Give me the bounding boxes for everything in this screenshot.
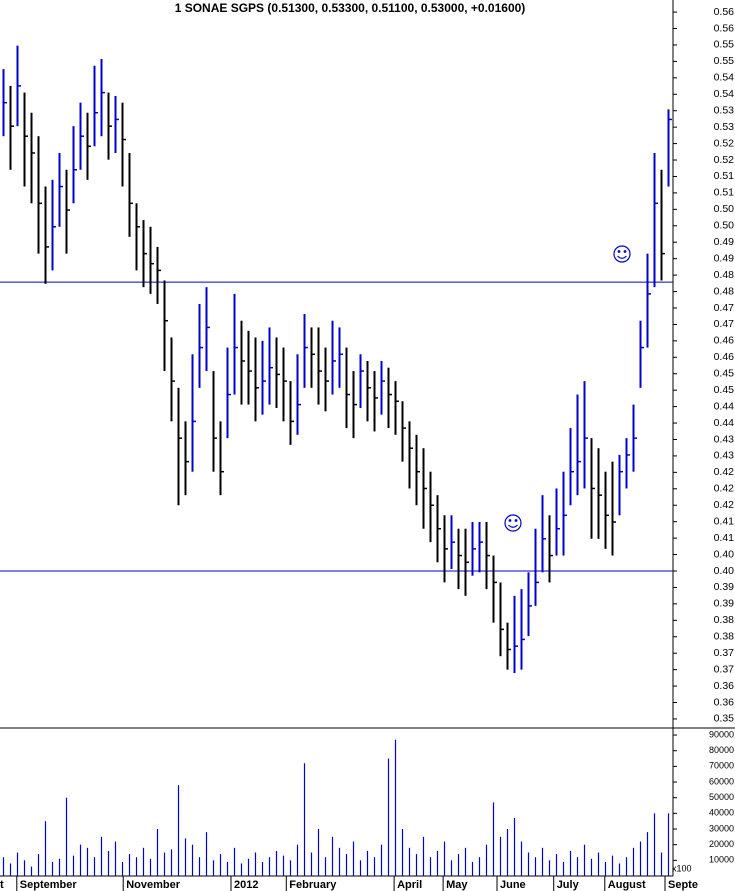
y-tick-label: 0.56 (714, 22, 735, 34)
volume-unit: x100 (672, 863, 692, 873)
y-tick-label: 0.41 (714, 532, 735, 544)
x-tick-label: April (397, 879, 422, 891)
y-tick-label: 0.53 (714, 104, 735, 116)
y-tick-label: 0.35 (714, 713, 735, 725)
volume-tick-label: 80000 (709, 745, 734, 755)
y-tick-label: 0.38 (714, 614, 735, 626)
x-tick-label: August (608, 879, 646, 891)
y-tick-label: 0.42 (714, 483, 735, 495)
x-tick-label: July (557, 879, 580, 891)
volume-tick-label: 70000 (709, 761, 734, 771)
y-tick-label: 0.37 (714, 663, 735, 675)
y-tick-label: 0.44 (714, 417, 735, 429)
y-tick-label: 0.55 (714, 55, 735, 67)
y-tick-label: 0.50 (714, 220, 735, 232)
y-tick-label: 0.41 (714, 515, 735, 527)
y-tick-label: 0.54 (714, 72, 735, 84)
y-tick-label: 0.39 (714, 598, 735, 610)
y-tick-label: 0.46 (714, 335, 735, 347)
volume-tick-label: 50000 (709, 792, 734, 802)
x-tick-label: June (500, 879, 526, 891)
y-tick-label: 0.43 (714, 450, 735, 462)
y-tick-label: 0.49 (714, 236, 735, 248)
y-tick-label: 0.50 (714, 203, 735, 215)
y-tick-label: 0.55 (714, 39, 735, 51)
y-tick-label: 0.52 (714, 137, 735, 149)
volume-tick-label: 40000 (709, 808, 734, 818)
y-tick-label: 0.36 (714, 680, 735, 692)
y-tick-label: 0.56 (714, 6, 735, 18)
smiley (504, 514, 522, 532)
y-tick-label: 0.53 (714, 121, 735, 133)
y-tick-label: 0.45 (714, 368, 735, 380)
volume-tick-label: 30000 (709, 823, 734, 833)
y-tick-label: 0.47 (714, 318, 735, 330)
chart-title: 1 SONAE SGPS (0.51300, 0.53300, 0.51100,… (175, 1, 526, 15)
x-tick-label: November (126, 879, 181, 891)
y-tick-label: 0.42 (714, 466, 735, 478)
x-tick-label: September (20, 879, 78, 891)
y-tick-label: 0.47 (714, 302, 735, 314)
x-tick-label: February (289, 879, 337, 891)
y-tick-label: 0.48 (714, 285, 735, 297)
y-tick-label: 0.49 (714, 252, 735, 264)
y-tick-label: 0.40 (714, 548, 735, 560)
y-tick-label: 0.44 (714, 400, 735, 412)
volume-tick-label: 90000 (709, 729, 734, 739)
x-tick-label: Septe (668, 879, 698, 891)
y-tick-label: 0.48 (714, 269, 735, 281)
x-tick-label: t (0, 879, 4, 891)
y-tick-label: 0.54 (714, 88, 735, 100)
y-tick-label: 0.40 (714, 565, 735, 577)
x-tick-label: May (446, 879, 468, 891)
volume-tick-label: 10000 (709, 855, 734, 865)
y-tick-label: 0.46 (714, 351, 735, 363)
y-tick-label: 0.36 (714, 696, 735, 708)
y-tick-label: 0.51 (714, 187, 735, 199)
y-tick-label: 0.45 (714, 384, 735, 396)
volume-tick-label: 60000 (709, 776, 734, 786)
smiley (613, 245, 631, 263)
y-tick-label: 0.37 (714, 647, 735, 659)
y-tick-label: 0.43 (714, 433, 735, 445)
y-tick-label: 0.39 (714, 581, 735, 593)
y-tick-label: 0.38 (714, 631, 735, 643)
volume-tick-label: 20000 (709, 839, 734, 849)
x-tick-label: 2012 (234, 879, 258, 891)
y-tick-label: 0.51 (714, 170, 735, 182)
y-tick-label: 0.42 (714, 499, 735, 511)
y-tick-label: 0.52 (714, 154, 735, 166)
